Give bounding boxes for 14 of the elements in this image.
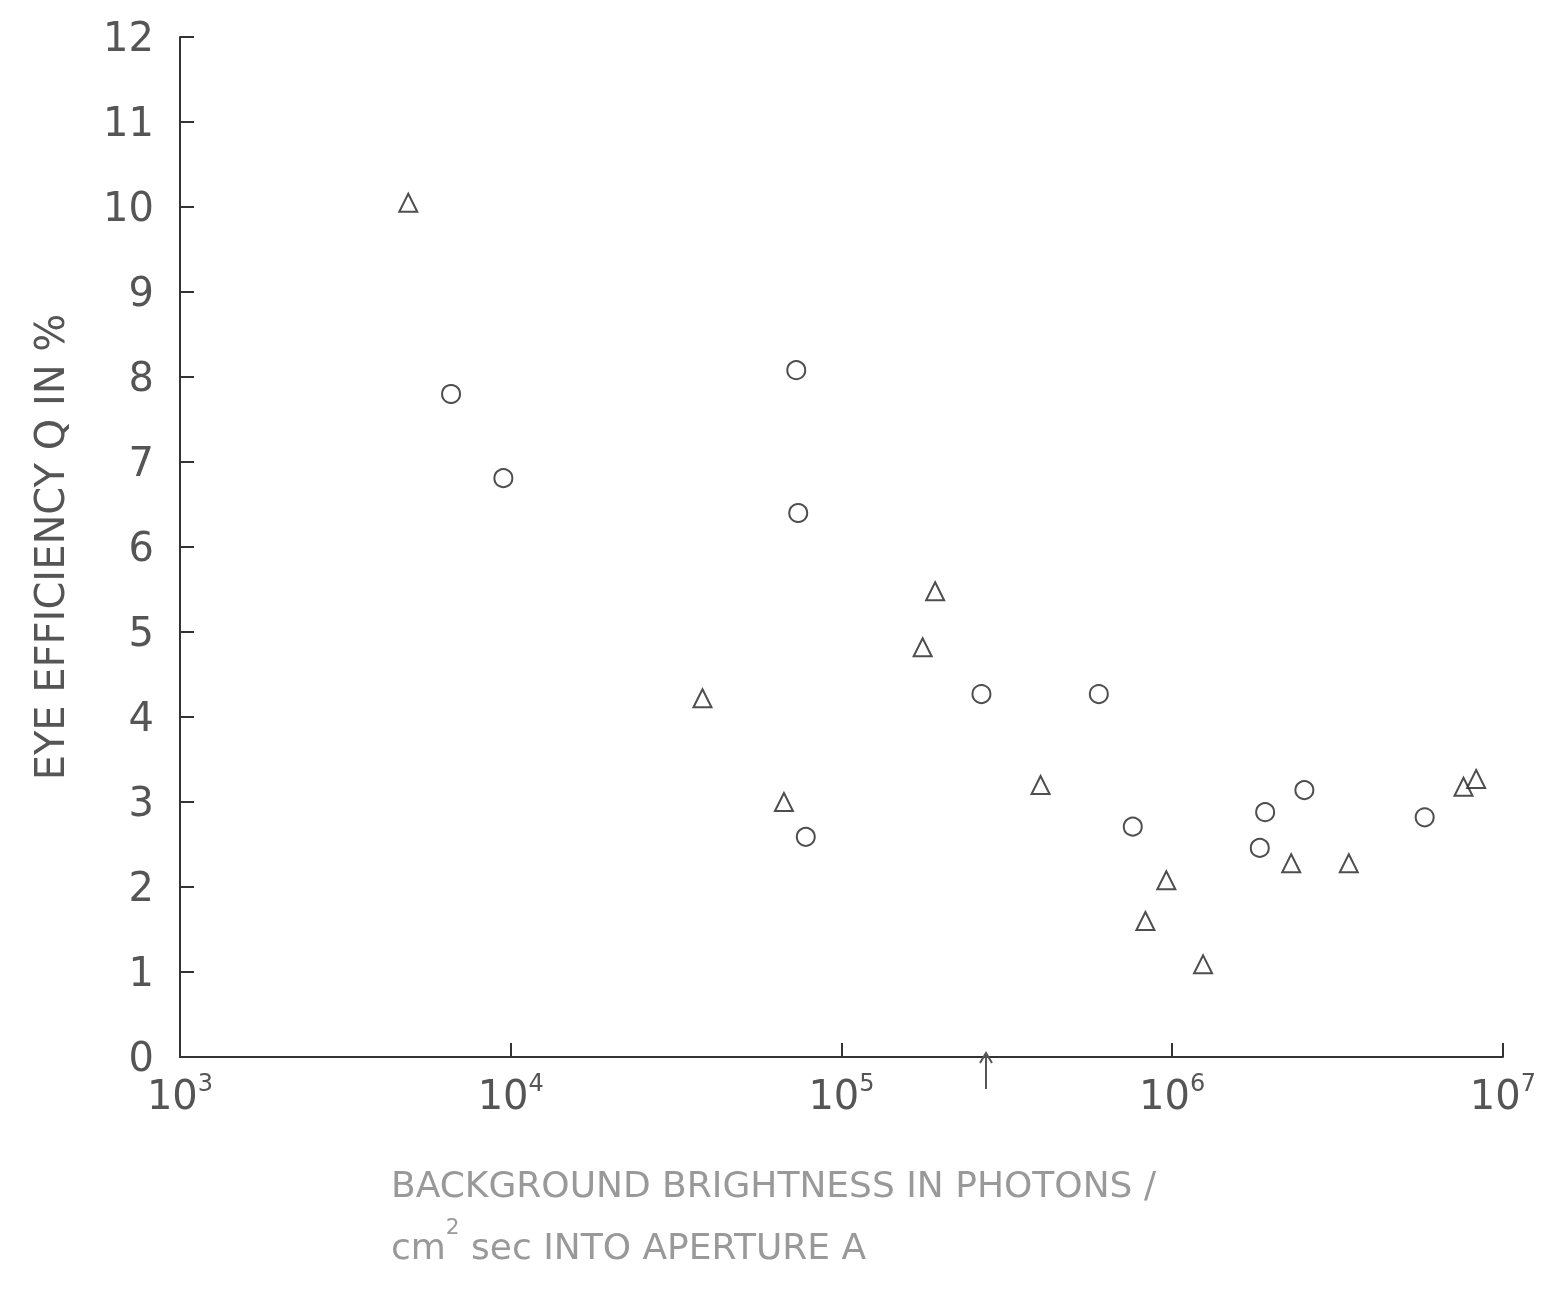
y-tick-label: 10 <box>103 184 154 230</box>
y-tick-label: 7 <box>128 439 154 485</box>
y-tick-label: 5 <box>128 609 154 655</box>
y-tick-label: 9 <box>128 269 154 315</box>
y-tick-label: 1 <box>128 949 154 995</box>
y-tick-label: 11 <box>103 99 154 145</box>
y-tick-label: 3 <box>128 779 154 825</box>
y-tick-label: 4 <box>128 694 154 740</box>
y-tick-label: 8 <box>128 354 154 400</box>
y-tick-label: 6 <box>128 524 154 570</box>
y-tick-label: 12 <box>103 14 154 60</box>
y-tick-label: 2 <box>128 864 154 910</box>
y-axis-title: EYE EFFICIENCY Q IN % <box>27 313 73 781</box>
y-tick-label: 0 <box>128 1034 154 1080</box>
